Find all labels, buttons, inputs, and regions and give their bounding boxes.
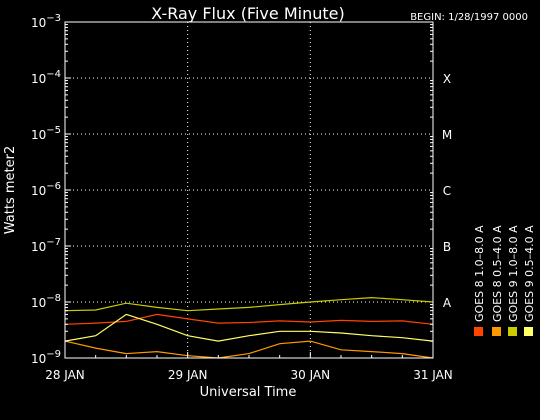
- y-tick-label: 10−8: [31, 293, 61, 310]
- x-tick-label: 31 JAN: [413, 368, 453, 382]
- chart-title: X-Ray Flux (Five Minute): [151, 4, 344, 23]
- series-group: [64, 296, 434, 359]
- legend-swatch-3: [524, 327, 533, 336]
- legend-label-0: GOES 8 1.0–8.0 A: [473, 225, 486, 322]
- legend-label-2: GOES 9 1.0–8.0 A: [507, 225, 520, 322]
- y-tick-label: 10−9: [31, 349, 61, 366]
- legend-label-1: GOES 8 0.5–4.0 A: [491, 225, 504, 322]
- series-line-3: [64, 313, 434, 342]
- series-line-1: [64, 340, 434, 359]
- x-axis-label: Universal Time: [200, 385, 297, 400]
- begin-label: BEGIN: 1/28/1997 0000: [410, 12, 528, 23]
- flare-class-label: M: [442, 128, 452, 142]
- y-axis-label: Watts meter2: [3, 146, 18, 234]
- y-tick-label: 10−4: [31, 69, 61, 86]
- legend-swatch-1: [492, 327, 501, 336]
- series-line-0: [64, 313, 434, 325]
- legend-swatch-0: [474, 327, 483, 336]
- grid-lines: [65, 22, 433, 358]
- legend-swatch-2: [508, 327, 517, 336]
- y-tick-label: 10−6: [31, 181, 61, 198]
- legend: GOES 8 1.0–8.0 A GOES 8 0.5–4.0 A GOES 9 1…: [473, 225, 536, 336]
- series-line-2: [64, 296, 434, 312]
- x-ticks: 28 JAN 29 JAN 30 JAN 31 JAN: [45, 352, 453, 382]
- y-tick-label: 10−7: [31, 237, 61, 254]
- flare-class-label: X: [443, 72, 451, 86]
- x-tick-label: 30 JAN: [291, 368, 331, 382]
- x-tick-label: 28 JAN: [45, 368, 85, 382]
- y-ticks: 10−3 10−4 10−5 10−6 10−7 10−8 10−9: [31, 13, 433, 366]
- legend-label-3: GOES 9 0.5–4.0 A: [523, 225, 536, 322]
- flare-class-label: B: [443, 240, 451, 254]
- y-tick-label: 10−3: [31, 13, 61, 30]
- x-tick-label: 29 JAN: [168, 368, 208, 382]
- flare-class-labels: X M C B A: [442, 72, 452, 310]
- flare-class-label: A: [443, 296, 452, 310]
- flare-class-label: C: [443, 184, 451, 198]
- y-tick-label: 10−5: [31, 125, 61, 142]
